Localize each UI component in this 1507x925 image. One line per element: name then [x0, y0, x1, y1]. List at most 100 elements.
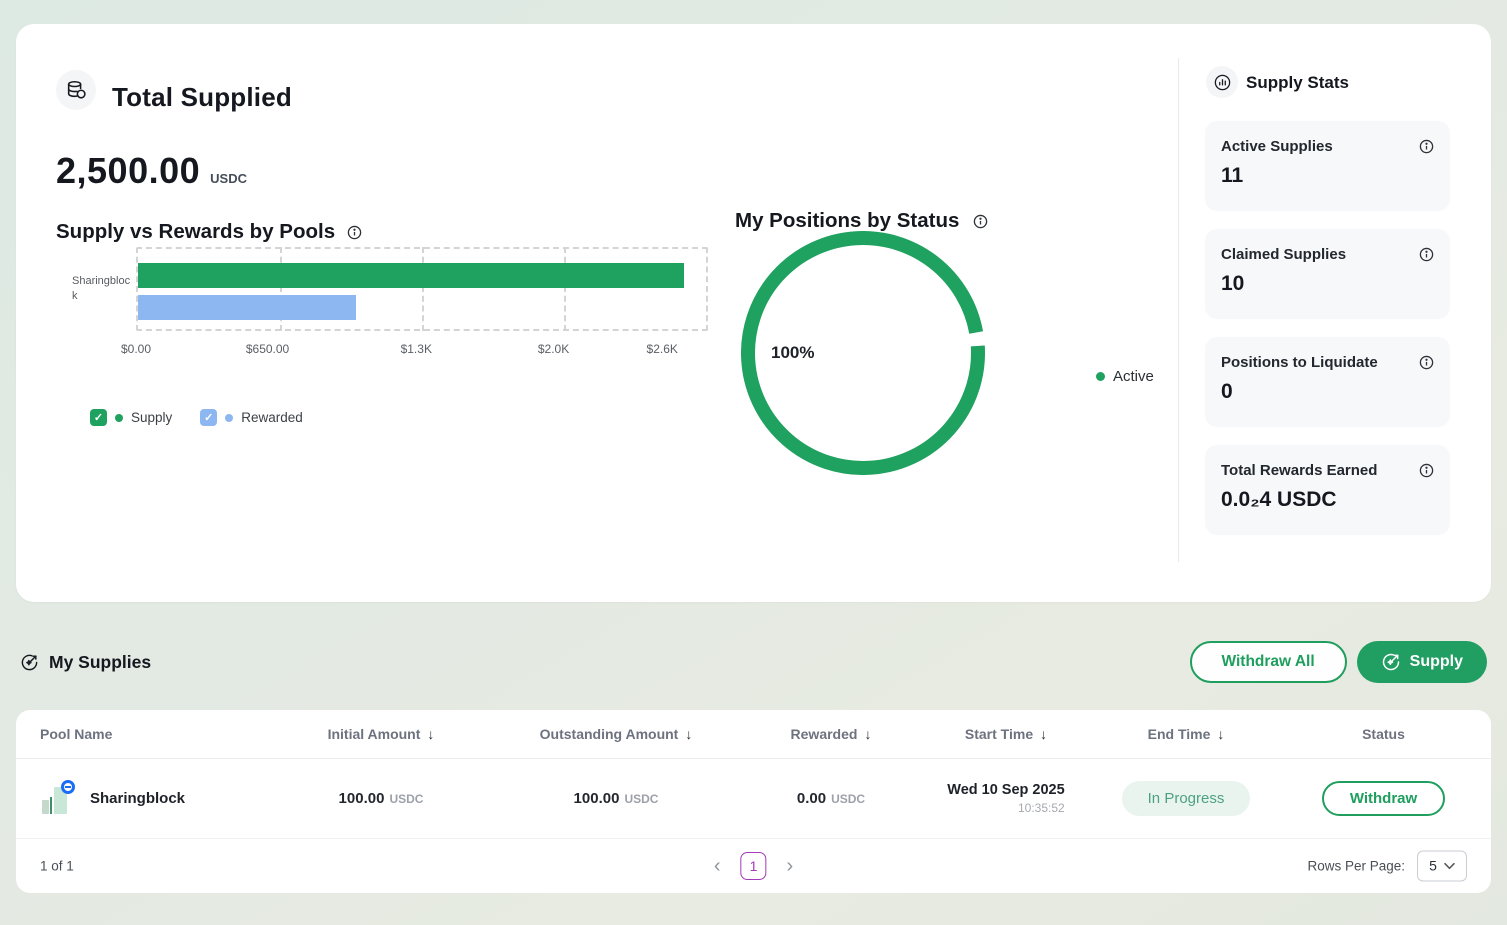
- info-icon[interactable]: [1419, 139, 1434, 154]
- bar-chart-title-row: Supply vs Rewards by Pools: [56, 220, 362, 244]
- supply-stats-title: Supply Stats: [1246, 73, 1349, 92]
- total-supplied-amount: 2,500.00 USDC: [56, 150, 247, 192]
- sharingblock-logo-icon: [40, 779, 78, 818]
- stat-card-total-rewards-earned: Total Rewards Earned 0.0₂4 USDC: [1205, 445, 1450, 535]
- info-icon[interactable]: [1419, 355, 1434, 370]
- chevron-down-icon: [1444, 862, 1455, 869]
- chevron-right-icon[interactable]: ›: [786, 854, 794, 877]
- initial-amount-cell: 100.00 USDC: [338, 790, 424, 807]
- pool-name: Sharingblock: [90, 790, 186, 807]
- rewarded-checkbox[interactable]: [200, 409, 218, 426]
- x-tick: $2.0K: [537, 342, 570, 356]
- pool-name-cell[interactable]: Sharingblock: [16, 779, 276, 818]
- sort-desc-icon[interactable]: ↓: [685, 726, 693, 742]
- my-supplies-title: My Supplies: [49, 651, 152, 672]
- supply-bar[interactable]: [138, 263, 685, 288]
- table-footer: 1 of 1 ‹ 1 › Rows Per Page: 5: [16, 838, 1491, 892]
- donut-title-row: My Positions by Status: [735, 209, 988, 233]
- info-icon[interactable]: [973, 214, 988, 229]
- end-time-cell: In Progress: [1096, 781, 1276, 816]
- chart-bars-icon: [1206, 66, 1238, 98]
- sort-desc-icon[interactable]: ↓: [1040, 726, 1048, 742]
- stat-value: 0: [1221, 380, 1233, 403]
- donut-ring[interactable]: [741, 231, 985, 475]
- info-icon[interactable]: [1419, 463, 1434, 478]
- bar-chart-x-axis: $0.00 $650.00 $1.3K $2.0K $2.6K: [121, 342, 708, 358]
- in-progress-badge: In Progress: [1121, 781, 1251, 816]
- table-row: Sharingblock 100.00 USDC 100.00 USDC 0.0…: [16, 758, 1491, 838]
- supply-circle-arrow-icon: [21, 654, 38, 670]
- my-supplies-header: My Supplies Withdraw All Supply: [20, 640, 1491, 684]
- start-time-cell: Wed 10 Sep 2025 10:35:52: [916, 782, 1096, 815]
- active-dot-icon: [1096, 372, 1105, 381]
- stat-card-claimed-supplies: Claimed Supplies 10: [1205, 229, 1450, 319]
- info-icon[interactable]: [347, 225, 362, 240]
- stat-card-positions-to-liquidate: Positions to Liquidate 0: [1205, 337, 1450, 427]
- supply-checkbox[interactable]: [90, 409, 107, 426]
- pagination: ‹ 1 ›: [712, 851, 795, 880]
- withdraw-button[interactable]: Withdraw: [1321, 781, 1446, 816]
- rows-per-page: Rows Per Page: 5: [1307, 850, 1467, 881]
- table-header-row: Pool Name Initial Amount ↓ Outstanding Am…: [16, 710, 1491, 758]
- rewarded-bar[interactable]: [138, 295, 357, 320]
- chevron-left-icon[interactable]: ‹: [713, 854, 721, 877]
- sort-desc-icon[interactable]: ↓: [1217, 726, 1225, 742]
- stat-value: 11: [1221, 164, 1244, 187]
- stat-value: 0.0₂4 USDC: [1221, 488, 1337, 511]
- rewarded-dot-icon: [225, 413, 234, 422]
- header-status: Status: [1362, 726, 1405, 742]
- header-end-time[interactable]: End Time ↓: [1147, 726, 1225, 742]
- header-rewarded[interactable]: Rewarded ↓: [790, 726, 872, 742]
- gridline: [564, 247, 566, 331]
- start-date: Wed 10 Sep 2025: [947, 782, 1065, 798]
- coins-icon: [56, 70, 96, 110]
- withdraw-all-button[interactable]: Withdraw All: [1189, 641, 1347, 683]
- active-legend-label: Active: [1113, 368, 1154, 385]
- info-icon[interactable]: [1419, 247, 1434, 262]
- stat-label: Claimed Supplies: [1221, 246, 1347, 263]
- donut-chart-title: My Positions by Status: [735, 209, 960, 232]
- rows-per-page-label: Rows Per Page:: [1307, 858, 1405, 873]
- header-start-time[interactable]: Start Time ↓: [964, 726, 1048, 742]
- stat-label: Total Rewards Earned: [1221, 462, 1378, 479]
- donut-percentage-label: 100%: [771, 343, 815, 362]
- donut-chart: 100%: [741, 231, 985, 475]
- header-pool-name: Pool Name: [40, 726, 113, 742]
- x-tick: $2.6K: [646, 342, 678, 356]
- stat-label: Positions to Liquidate: [1221, 354, 1378, 371]
- minus-badge-icon: [61, 779, 75, 794]
- x-tick: $650.00: [245, 342, 290, 356]
- stat-value: 10: [1221, 272, 1245, 295]
- header-outstanding-amount[interactable]: Outstanding Amount ↓: [539, 726, 693, 742]
- sort-desc-icon[interactable]: ↓: [864, 726, 872, 742]
- supply-button[interactable]: Supply: [1356, 641, 1487, 683]
- donut-legend: Active: [1096, 368, 1154, 385]
- vertical-divider: [1178, 58, 1179, 562]
- rewarded-legend-label: Rewarded: [241, 410, 303, 425]
- total-amount-value: 2,500.00: [56, 150, 201, 191]
- supply-dot-icon: [115, 413, 123, 422]
- stat-label: Active Supplies: [1221, 138, 1333, 155]
- sort-desc-icon[interactable]: ↓: [427, 726, 435, 742]
- supplies-table: Pool Name Initial Amount ↓ Outstanding Am…: [16, 710, 1491, 893]
- page-title: Total Supplied: [112, 82, 292, 112]
- bar-chart-category-label: Sharingblock: [72, 275, 131, 302]
- bar-chart-plot: [136, 247, 708, 331]
- supply-button-label: Supply: [1409, 653, 1463, 670]
- x-tick: $0.00: [120, 342, 152, 356]
- outstanding-amount-cell: 100.00 USDC: [573, 790, 659, 807]
- rows-per-page-select[interactable]: 5: [1417, 850, 1467, 881]
- gridline: [422, 247, 424, 331]
- bar-chart-legend: Supply Rewarded: [90, 409, 303, 426]
- page-info: 1 of 1: [40, 858, 74, 873]
- header-initial-amount[interactable]: Initial Amount ↓: [327, 726, 435, 742]
- x-tick: $1.3K: [400, 342, 432, 356]
- supply-legend-label: Supply: [131, 410, 173, 425]
- current-page-button[interactable]: 1: [740, 851, 767, 880]
- legend-item-rewarded[interactable]: Rewarded: [200, 409, 303, 426]
- legend-item-supply[interactable]: Supply: [90, 409, 172, 426]
- gridline: [280, 247, 282, 331]
- total-amount-currency: USDC: [210, 171, 247, 186]
- bar-chart-title: Supply vs Rewards by Pools: [56, 220, 336, 243]
- status-cell: Withdraw: [1276, 781, 1491, 816]
